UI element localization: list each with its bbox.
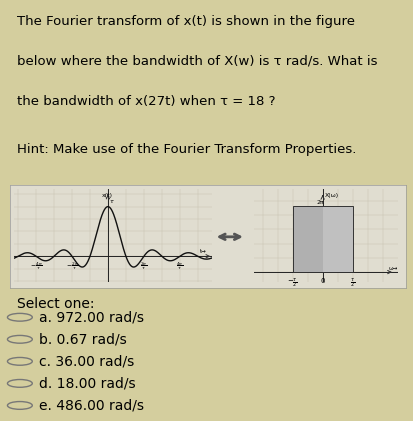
Text: c. 36.00 rad/s: c. 36.00 rad/s [39,354,134,368]
Text: $\frac{4\pi}{\tau}$: $\frac{4\pi}{\tau}$ [176,261,183,272]
Text: a. 972.00 rad/s: a. 972.00 rad/s [39,310,144,324]
Text: t→: t→ [199,249,206,254]
Bar [322,206,352,272]
Text: the bandwidth of x(27t) when τ = 18 ?: the bandwidth of x(27t) when τ = 18 ? [17,95,274,108]
Bar [292,206,352,272]
Text: below where the bandwidth of X(w) is τ rad/s. What is: below where the bandwidth of X(w) is τ r… [17,55,376,68]
Text: X(ω): X(ω) [324,193,338,198]
Text: ω→: ω→ [388,266,397,271]
Text: $\frac{\tau}{2}$: $\frac{\tau}{2}$ [349,276,354,289]
Text: d. 18.00 rad/s: d. 18.00 rad/s [39,376,135,390]
Text: Select one:: Select one: [17,296,94,311]
Text: $-\frac{\tau}{2}$: $-\frac{\tau}{2}$ [286,276,297,289]
Text: $-\frac{4\pi}{\tau}$: $-\frac{4\pi}{\tau}$ [30,261,42,272]
Text: x(t): x(t) [102,193,112,198]
Text: b. 0.67 rad/s: b. 0.67 rad/s [39,332,127,346]
Bar [292,206,322,272]
Text: Hint: Make use of the Fourier Transform Properties.: Hint: Make use of the Fourier Transform … [17,143,355,156]
Text: 2π: 2π [315,200,323,205]
Text: $0$: $0$ [319,276,325,285]
Text: $\frac{2\pi}{\tau}$: $\frac{2\pi}{\tau}$ [140,261,147,272]
Text: $-\frac{2\pi}{\tau}$: $-\frac{2\pi}{\tau}$ [66,261,78,272]
Text: e. 486.00 rad/s: e. 486.00 rad/s [39,398,144,413]
Text: τ: τ [109,199,113,204]
Text: The Fourier transform of x(t) is shown in the figure: The Fourier transform of x(t) is shown i… [17,15,354,28]
